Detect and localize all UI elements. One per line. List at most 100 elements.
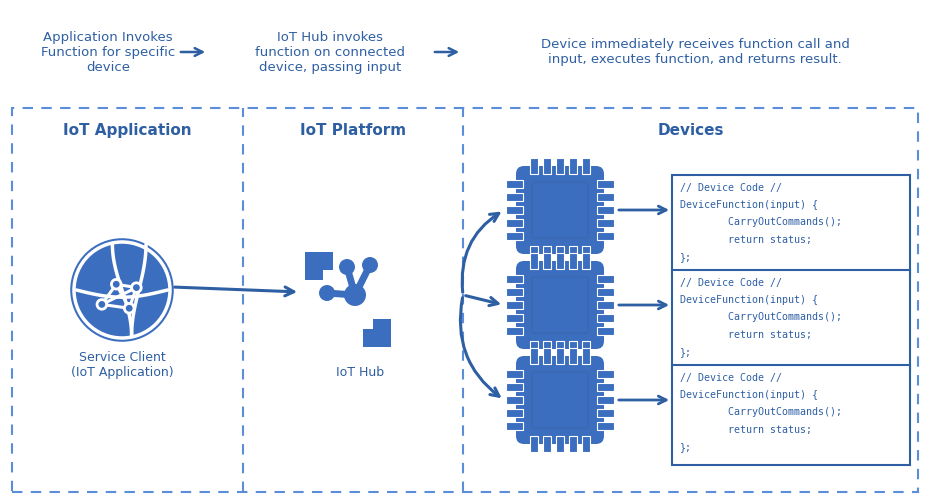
- Text: // Device Code //: // Device Code //: [680, 278, 782, 288]
- FancyBboxPatch shape: [516, 166, 604, 254]
- Bar: [530, 341, 538, 357]
- Bar: [506, 370, 523, 378]
- Bar: [506, 301, 523, 309]
- Text: return status;: return status;: [680, 235, 812, 245]
- Circle shape: [125, 303, 134, 313]
- Text: IoT Hub invokes
function on connected
device, passing input: IoT Hub invokes function on connected de…: [255, 30, 405, 73]
- Bar: [556, 158, 564, 174]
- Bar: [597, 327, 614, 335]
- Bar: [506, 409, 523, 417]
- Bar: [373, 319, 391, 347]
- Circle shape: [132, 283, 141, 292]
- Circle shape: [362, 257, 378, 273]
- Bar: [506, 422, 523, 430]
- Circle shape: [344, 284, 366, 306]
- Text: Application Invokes
Function for specific
device: Application Invokes Function for specifi…: [41, 30, 175, 73]
- Bar: [506, 193, 523, 201]
- Bar: [543, 348, 551, 364]
- Text: Service Client
(IoT Application): Service Client (IoT Application): [71, 351, 173, 379]
- Text: Devices: Devices: [658, 122, 724, 138]
- Bar: [597, 370, 614, 378]
- Bar: [597, 219, 614, 227]
- Text: DeviceFunction(input) {: DeviceFunction(input) {: [680, 295, 818, 305]
- Bar: [672, 365, 910, 465]
- Bar: [530, 348, 538, 364]
- Bar: [506, 206, 523, 214]
- Bar: [506, 219, 523, 227]
- Bar: [530, 246, 538, 262]
- Bar: [672, 270, 910, 370]
- Bar: [597, 206, 614, 214]
- Bar: [506, 275, 523, 283]
- Text: };: };: [680, 347, 692, 357]
- Bar: [363, 329, 391, 347]
- Bar: [582, 253, 590, 269]
- Bar: [556, 436, 564, 452]
- Bar: [556, 341, 564, 357]
- Bar: [597, 422, 614, 430]
- Circle shape: [74, 242, 170, 338]
- Bar: [543, 436, 551, 452]
- Bar: [569, 436, 577, 452]
- Text: return status;: return status;: [680, 330, 812, 340]
- Bar: [569, 158, 577, 174]
- Bar: [597, 288, 614, 296]
- FancyBboxPatch shape: [516, 356, 604, 444]
- Bar: [506, 396, 523, 404]
- Text: return status;: return status;: [680, 425, 812, 435]
- Text: };: };: [680, 252, 692, 262]
- Bar: [506, 288, 523, 296]
- Bar: [543, 246, 551, 262]
- Bar: [597, 396, 614, 404]
- Bar: [543, 158, 551, 174]
- Bar: [305, 252, 333, 270]
- Bar: [569, 341, 577, 357]
- Text: CarryOutCommands();: CarryOutCommands();: [680, 408, 842, 418]
- Bar: [597, 383, 614, 391]
- Bar: [582, 246, 590, 262]
- Bar: [582, 341, 590, 357]
- Text: IoT Application: IoT Application: [63, 122, 192, 138]
- Bar: [530, 253, 538, 269]
- Bar: [530, 158, 538, 174]
- Text: Device immediately receives function call and
input, executes function, and retu: Device immediately receives function cal…: [540, 38, 849, 66]
- Bar: [543, 253, 551, 269]
- Circle shape: [339, 259, 355, 275]
- Bar: [597, 193, 614, 201]
- Bar: [672, 175, 910, 275]
- Text: CarryOutCommands();: CarryOutCommands();: [680, 218, 842, 228]
- Bar: [506, 232, 523, 240]
- Bar: [506, 180, 523, 188]
- Bar: [582, 436, 590, 452]
- Bar: [556, 246, 564, 262]
- Bar: [506, 314, 523, 322]
- Bar: [597, 180, 614, 188]
- Text: // Device Code //: // Device Code //: [680, 183, 782, 193]
- Circle shape: [97, 299, 107, 309]
- Bar: [305, 252, 323, 280]
- Text: // Device Code //: // Device Code //: [680, 373, 782, 383]
- Bar: [597, 301, 614, 309]
- Text: };: };: [680, 442, 692, 452]
- Circle shape: [319, 285, 335, 301]
- Bar: [556, 348, 564, 364]
- Bar: [597, 275, 614, 283]
- Text: DeviceFunction(input) {: DeviceFunction(input) {: [680, 390, 818, 400]
- Bar: [506, 383, 523, 391]
- Bar: [530, 436, 538, 452]
- Text: IoT Hub: IoT Hub: [336, 366, 384, 380]
- Bar: [597, 314, 614, 322]
- Bar: [543, 341, 551, 357]
- Text: CarryOutCommands();: CarryOutCommands();: [680, 312, 842, 322]
- Bar: [569, 348, 577, 364]
- Bar: [569, 246, 577, 262]
- Bar: [597, 232, 614, 240]
- Circle shape: [112, 279, 121, 289]
- Bar: [12, 108, 918, 492]
- FancyBboxPatch shape: [516, 261, 604, 349]
- Bar: [506, 327, 523, 335]
- Bar: [582, 158, 590, 174]
- Text: DeviceFunction(input) {: DeviceFunction(input) {: [680, 200, 818, 210]
- Bar: [597, 409, 614, 417]
- Bar: [556, 253, 564, 269]
